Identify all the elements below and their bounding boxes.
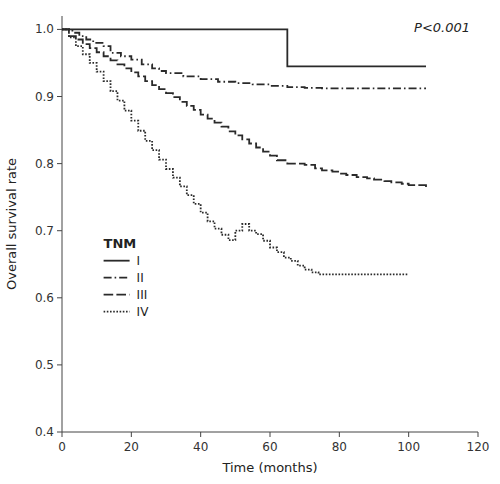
y-tick-label: 0.7	[35, 224, 54, 238]
y-tick-label: 0.4	[35, 425, 54, 439]
legend-title: TNM	[104, 236, 137, 251]
legend: TNMIIIIIIIV	[104, 236, 150, 319]
x-tick	[131, 432, 132, 437]
x-tick-label: 120	[467, 440, 490, 454]
legend-label: I	[137, 254, 141, 268]
y-tick	[57, 364, 62, 365]
legend-swatch	[104, 277, 130, 279]
y-tick-label: 0.9	[35, 90, 54, 104]
y-tick-label: 1.0	[35, 22, 54, 36]
x-tick-label: 100	[397, 440, 420, 454]
x-tick	[270, 432, 271, 437]
survival-curve	[62, 29, 426, 187]
annotation: P<0.001	[414, 20, 470, 35]
y-tick-label: 0.8	[35, 157, 54, 171]
y-tick	[57, 163, 62, 164]
x-tick-label: 0	[58, 440, 66, 454]
x-axis: 0 20 40 60 80 100 120	[58, 432, 489, 454]
legend-swatch	[104, 294, 130, 296]
y-tick	[57, 96, 62, 97]
legend-label: III	[137, 288, 148, 302]
legend-label: II	[137, 271, 144, 285]
x-tick-label: 20	[124, 440, 139, 454]
legend-label: IV	[137, 305, 150, 319]
legend-swatch	[104, 311, 130, 313]
survival-curve	[62, 29, 426, 88]
legend-swatch	[104, 260, 130, 262]
y-tick	[57, 230, 62, 231]
x-tick-label: 40	[193, 440, 208, 454]
x-tick-label: 80	[332, 440, 347, 454]
chart: 0 20 40 60 80 100 120 0.4 0.5 0.6 0.7 0.8 0.9 1.0 Time…	[0, 0, 500, 484]
y-tick	[57, 29, 62, 30]
y-tick-label: 0.6	[35, 291, 54, 305]
x-axis-label: Time (months)	[221, 460, 317, 475]
x-tick	[62, 432, 63, 437]
x-tick	[339, 432, 340, 437]
x-tick	[200, 432, 201, 437]
y-tick	[57, 432, 62, 433]
y-axis-line	[62, 16, 63, 432]
x-tick	[408, 432, 409, 437]
y-tick-label: 0.5	[35, 358, 54, 372]
x-tick	[478, 432, 479, 437]
survival-curve	[62, 29, 409, 274]
plot-area	[62, 29, 426, 274]
y-axis-label: Overall survival rate	[4, 158, 19, 290]
y-tick	[57, 297, 62, 298]
y-axis: 0.4 0.5 0.6 0.7 0.8 0.9 1.0	[35, 22, 62, 439]
x-tick-label: 60	[262, 440, 277, 454]
